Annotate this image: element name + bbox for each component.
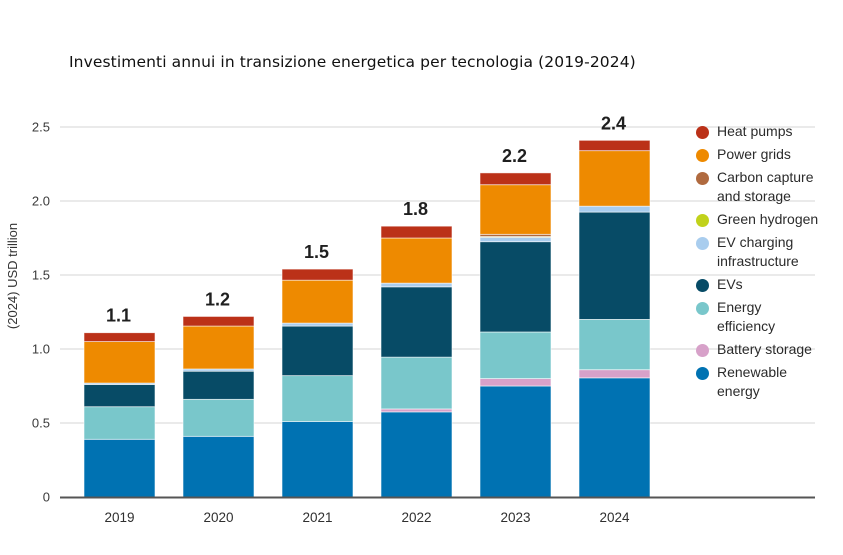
bar-segment-renewable-energy bbox=[380, 411, 453, 498]
bar-segment-renewable-energy bbox=[83, 438, 156, 498]
bar-segment-battery-storage bbox=[380, 408, 453, 413]
bar-segment-energy-efficiency bbox=[83, 406, 156, 440]
legend-item: Heat pumps bbox=[696, 123, 843, 141]
bar-segment-evs bbox=[479, 241, 552, 333]
legend-label: Green hydrogen bbox=[717, 211, 819, 227]
bar-segment-heat-pumps bbox=[83, 332, 156, 343]
bar-2023 bbox=[479, 172, 552, 498]
bar-segment-ev-charging-infrastructure bbox=[578, 205, 651, 213]
legend-item: Renewable energy bbox=[696, 364, 843, 401]
bar-2024 bbox=[578, 139, 651, 498]
x-tick-label: 2019 bbox=[104, 510, 134, 525]
bar-2019 bbox=[83, 332, 156, 498]
legend-label: Heat pumps bbox=[717, 123, 793, 139]
bars bbox=[83, 139, 651, 498]
y-tick-label: 1.0 bbox=[32, 342, 50, 357]
legend-item: EV charging infrastructure bbox=[696, 234, 843, 271]
y-tick-label: 1.5 bbox=[32, 268, 50, 283]
bar-segment-heat-pumps bbox=[479, 172, 552, 186]
bar-segment-battery-storage bbox=[479, 378, 552, 387]
bar-segment-ev-charging-infrastructure bbox=[380, 282, 453, 288]
y-axis-ticks: 0 0.5 1.0 1.5 2.0 2.5 bbox=[32, 120, 50, 505]
total-label: 1.5 bbox=[304, 242, 329, 262]
legend-swatch-icon bbox=[696, 214, 709, 227]
bar-segment-evs bbox=[281, 325, 354, 377]
legend-label: Carbon capture and storage bbox=[717, 169, 814, 204]
legend: Heat pumps Power grids Carbon capture and … bbox=[696, 123, 843, 407]
bar-segment-energy-efficiency bbox=[479, 331, 552, 380]
bar-segment-renewable-energy bbox=[479, 385, 552, 498]
bar-segment-ev-charging-infrastructure bbox=[479, 236, 552, 243]
bar-segment-power-grids bbox=[578, 150, 651, 207]
legend-item: Power grids bbox=[696, 146, 843, 164]
legend-swatch-icon bbox=[696, 126, 709, 139]
y-tick-label: 2.0 bbox=[32, 194, 50, 209]
total-label: 1.2 bbox=[205, 289, 230, 309]
legend-swatch-icon bbox=[696, 302, 709, 315]
legend-label: Power grids bbox=[717, 146, 791, 162]
y-tick-label: 0.5 bbox=[32, 416, 50, 431]
x-tick-label: 2020 bbox=[203, 510, 233, 525]
legend-label: Renewable energy bbox=[717, 364, 788, 399]
legend-item: Energy efficiency bbox=[696, 299, 843, 336]
legend-label: EVs bbox=[717, 276, 743, 292]
x-tick-label: 2022 bbox=[401, 510, 431, 525]
x-tick-label: 2021 bbox=[302, 510, 332, 525]
bar-segment-renewable-energy bbox=[281, 421, 354, 498]
total-labels: 1.1 1.2 1.5 1.8 2.2 2.4 bbox=[106, 113, 626, 325]
bar-segment-evs bbox=[182, 370, 255, 400]
bar-segment-ev-charging-infrastructure bbox=[281, 322, 354, 327]
x-tick-label: 2023 bbox=[500, 510, 530, 525]
legend-swatch-icon bbox=[696, 149, 709, 162]
bar-segment-evs bbox=[380, 286, 453, 358]
legend-label: Energy efficiency bbox=[717, 299, 776, 334]
y-axis-label: (2024) USD trillion bbox=[5, 223, 20, 329]
legend-label: EV charging infrastructure bbox=[717, 234, 799, 269]
bar-segment-power-grids bbox=[281, 279, 354, 324]
bar-segment-power-grids bbox=[182, 325, 255, 370]
legend-swatch-icon bbox=[696, 172, 709, 185]
legend-item: Battery storage bbox=[696, 341, 843, 359]
legend-swatch-icon bbox=[696, 367, 709, 380]
bar-segment-energy-efficiency bbox=[578, 318, 651, 371]
y-tick-label: 0 bbox=[43, 490, 50, 505]
x-tick-label: 2024 bbox=[599, 510, 630, 525]
bar-segment-evs bbox=[83, 384, 156, 408]
legend-item: Carbon capture and storage bbox=[696, 169, 843, 206]
legend-item: Green hydrogen bbox=[696, 211, 843, 229]
bar-segment-energy-efficiency bbox=[380, 356, 453, 410]
bar-segment-power-grids bbox=[380, 237, 453, 284]
bar-segment-heat-pumps bbox=[281, 268, 354, 281]
legend-item: EVs bbox=[696, 276, 843, 294]
bar-segment-battery-storage bbox=[578, 369, 651, 379]
bar-2022 bbox=[380, 225, 453, 498]
total-label: 2.2 bbox=[502, 146, 527, 166]
bar-2020 bbox=[182, 316, 255, 498]
legend-swatch-icon bbox=[696, 237, 709, 250]
legend-swatch-icon bbox=[696, 344, 709, 357]
bar-segment-evs bbox=[578, 211, 651, 320]
bar-segment-energy-efficiency bbox=[281, 375, 354, 422]
chart-title: Investimenti annui in transizione energe… bbox=[69, 53, 636, 71]
y-tick-label: 2.5 bbox=[32, 120, 50, 135]
bar-segment-power-grids bbox=[83, 341, 156, 384]
total-label: 1.8 bbox=[403, 199, 428, 219]
bar-segment-renewable-energy bbox=[182, 435, 255, 498]
bar-2021 bbox=[281, 268, 354, 498]
bar-segment-heat-pumps bbox=[380, 225, 453, 239]
bar-segment-power-grids bbox=[479, 184, 552, 235]
bar-segment-heat-pumps bbox=[182, 316, 255, 327]
legend-swatch-icon bbox=[696, 279, 709, 292]
legend-label: Battery storage bbox=[717, 341, 812, 357]
x-axis-ticks: 2019 2020 2021 2022 2023 2024 bbox=[104, 510, 630, 525]
total-label: 2.4 bbox=[601, 113, 626, 133]
bar-segment-heat-pumps bbox=[578, 139, 651, 152]
bar-segment-energy-efficiency bbox=[182, 398, 255, 437]
total-label: 1.1 bbox=[106, 306, 131, 326]
bar-segment-renewable-energy bbox=[578, 377, 651, 498]
